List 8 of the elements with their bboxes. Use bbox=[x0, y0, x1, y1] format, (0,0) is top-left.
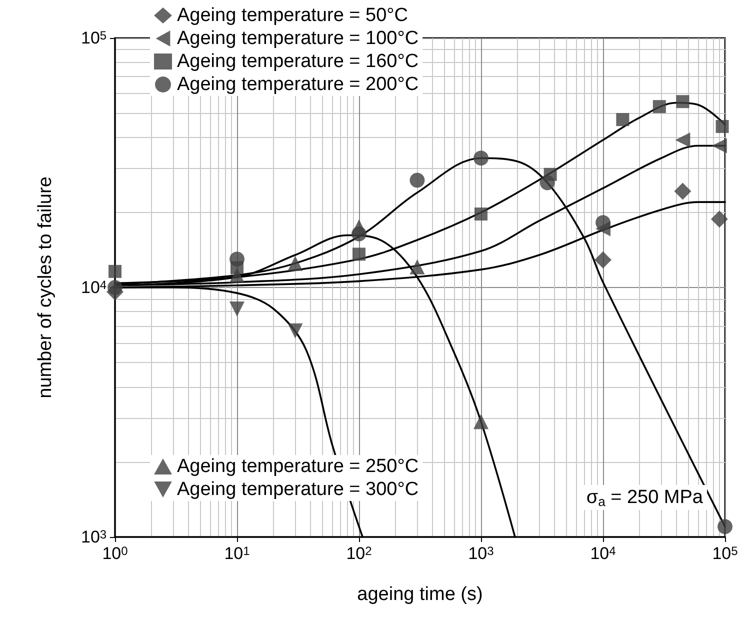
legend-label: Ageing temperature = 200°C bbox=[177, 74, 419, 95]
x-axis-title: ageing time (s) bbox=[357, 584, 483, 605]
legend-label: Ageing temperature = 50°C bbox=[177, 5, 408, 26]
legend-label: Ageing temperature = 300°C bbox=[177, 479, 419, 500]
legend-label: Ageing temperature = 250°C bbox=[177, 456, 419, 477]
legend-label: Ageing temperature = 100°C bbox=[177, 28, 419, 49]
legend-label: Ageing temperature = 160°C bbox=[177, 51, 419, 72]
y-axis-title: number of cycles to failure bbox=[35, 176, 56, 398]
